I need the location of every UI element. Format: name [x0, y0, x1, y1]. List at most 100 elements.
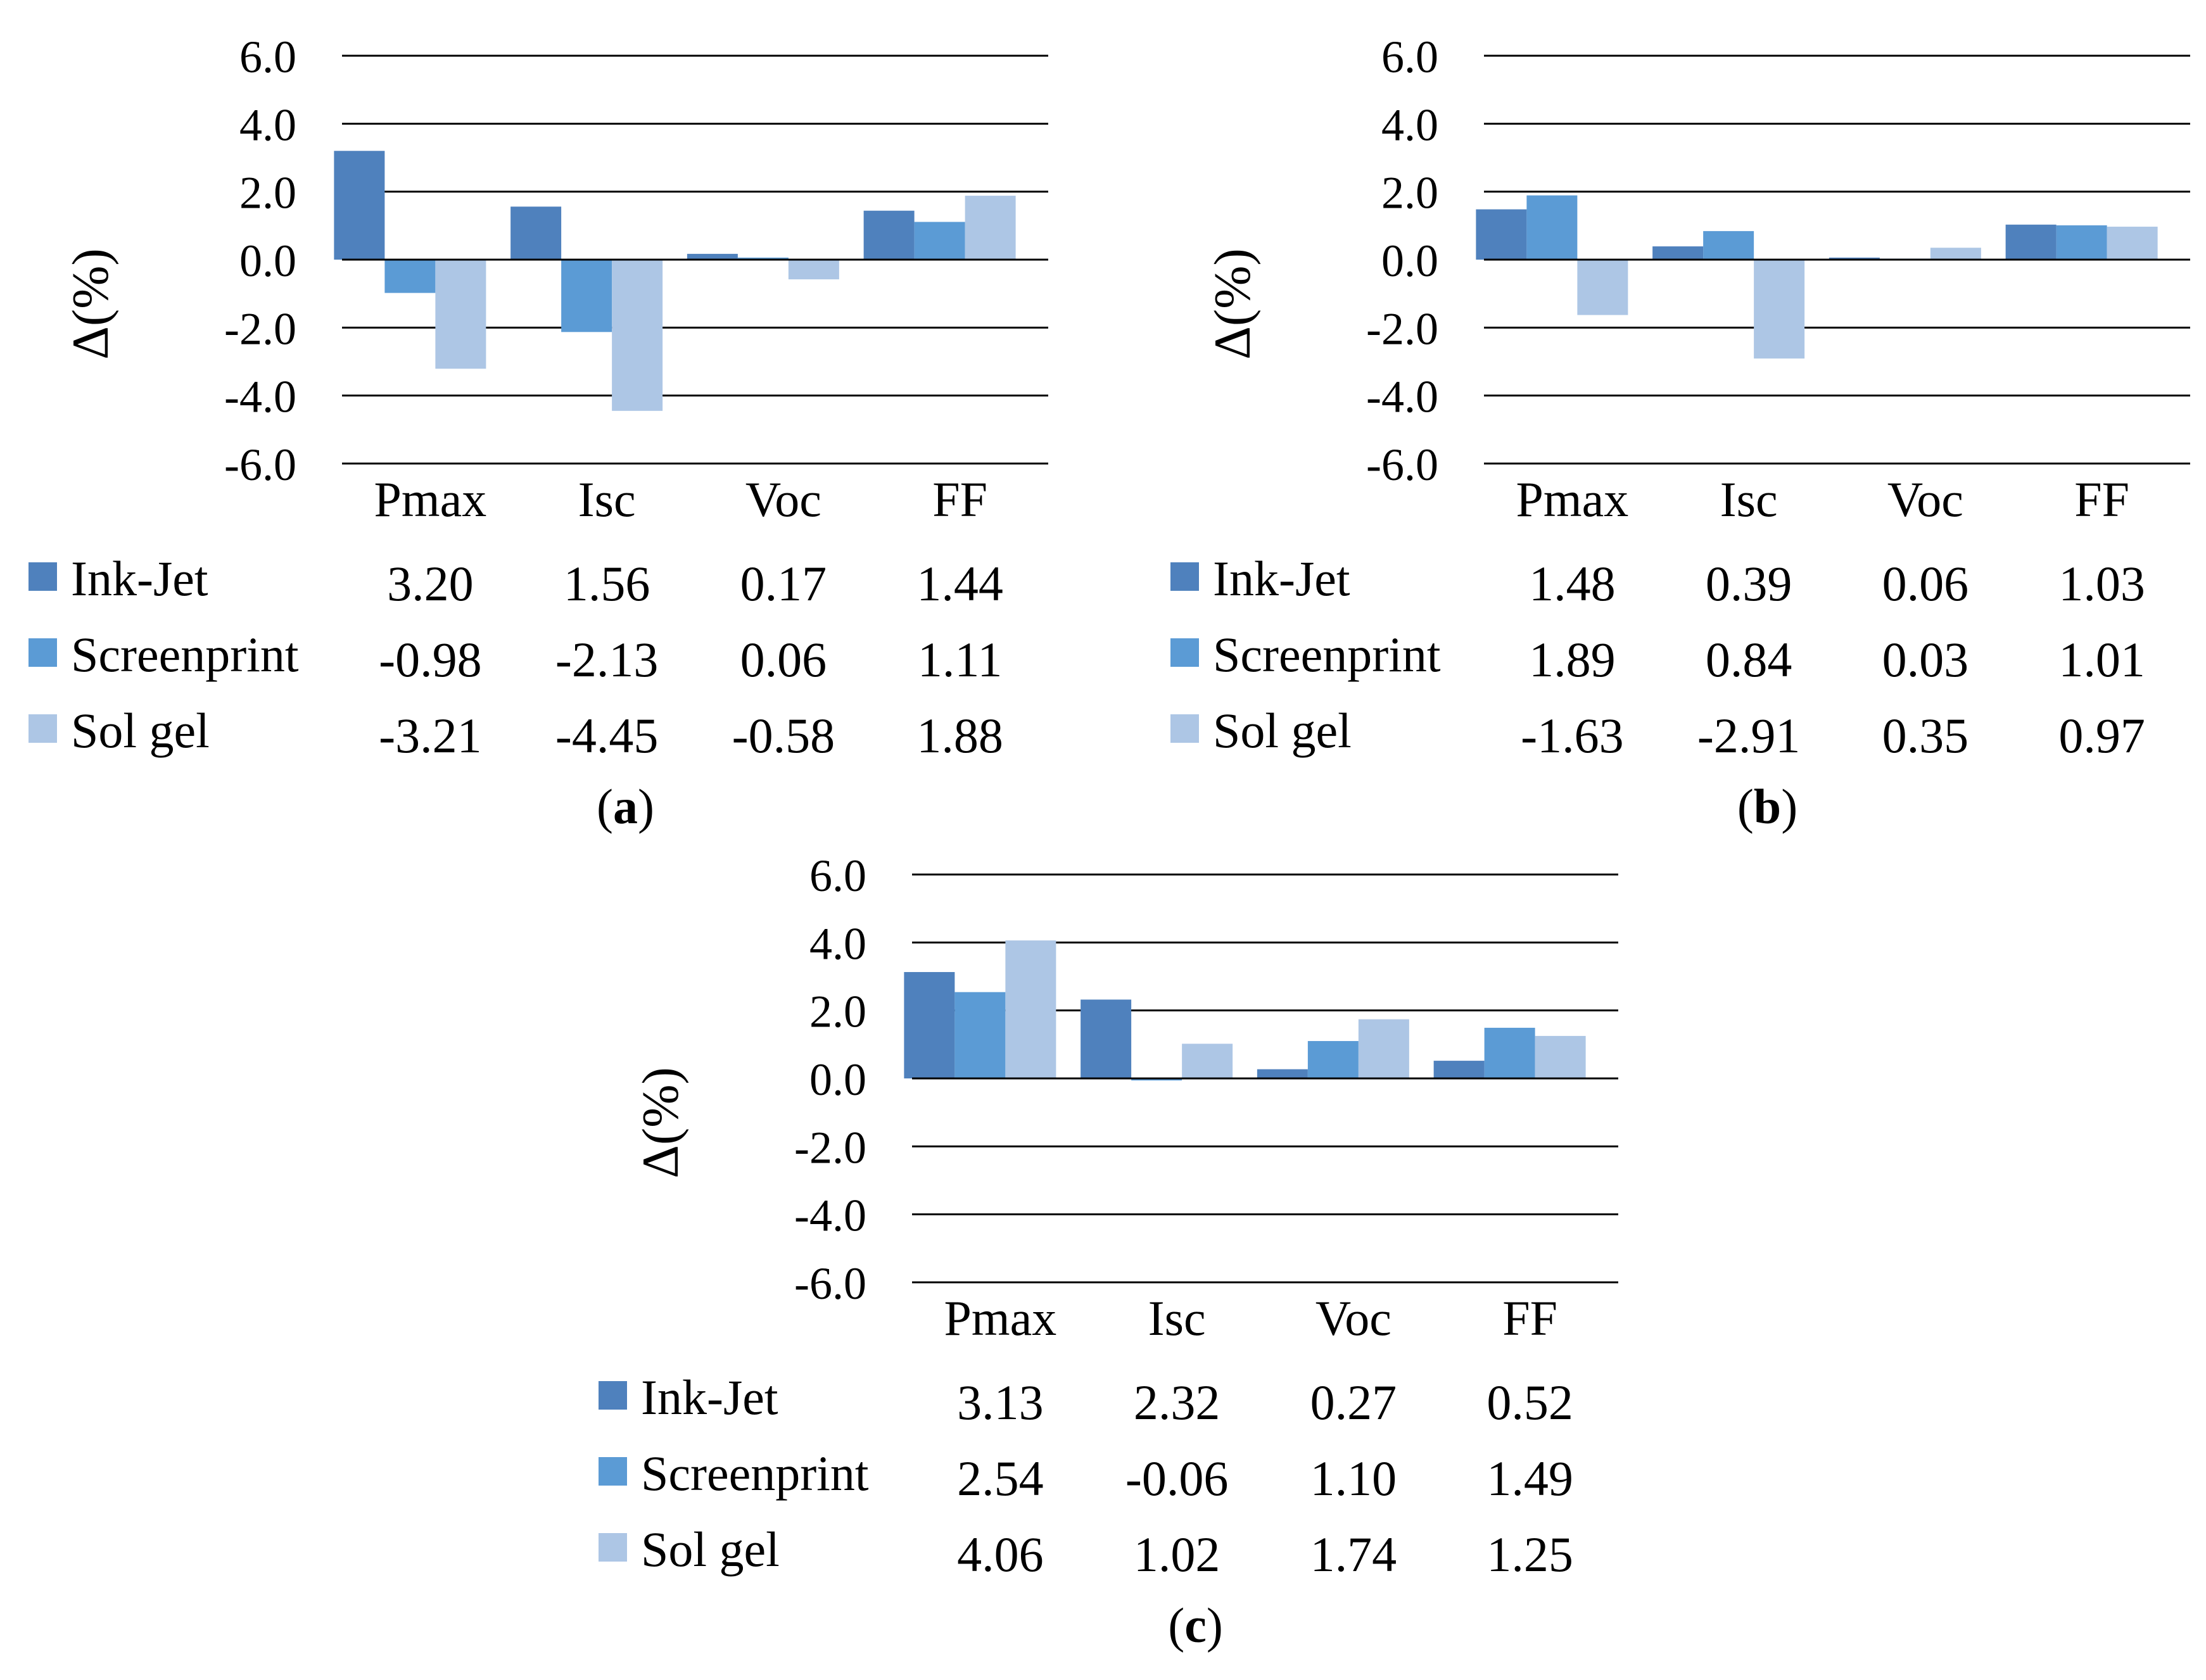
- bar-sol-gel-pmax: [1577, 260, 1628, 315]
- category-label: FF: [1502, 1291, 1557, 1346]
- bar-sol-gel-pmax: [1005, 940, 1056, 1078]
- y-tick-label: -6.0: [794, 1258, 866, 1309]
- data-value: 0.52: [1487, 1375, 1573, 1430]
- category-label: Pmax: [1516, 472, 1629, 527]
- panel-caption: (b): [1737, 779, 1797, 834]
- data-value: 1.56: [564, 556, 650, 611]
- bar-ink-jet-ff: [863, 210, 915, 260]
- bar-sol-gel-voc: [788, 260, 839, 280]
- y-tick-label: -4.0: [794, 1191, 866, 1241]
- data-value: 1.01: [2058, 632, 2145, 687]
- bar-sol-gel-ff: [1535, 1035, 1586, 1078]
- data-value: 0.06: [740, 632, 827, 687]
- bar-sol-gel-ff: [965, 196, 1016, 260]
- data-value: 1.44: [916, 556, 1003, 611]
- bar-ink-jet-pmax: [334, 151, 385, 260]
- y-tick-label: 6.0: [239, 32, 296, 82]
- chart-panel-c: 6.0 4.0 2.0 0.0 -2.0 -4.0 -6.0 Δ(%) Pmax Isc Voc FF…: [599, 850, 1618, 1653]
- data-value: 0.27: [1310, 1375, 1397, 1430]
- legend-label: Ink-Jet: [641, 1370, 778, 1425]
- data-value: 1.48: [1529, 556, 1616, 611]
- bar-screenprint-pmax: [1526, 195, 1578, 260]
- y-tick-label: -6.0: [224, 439, 296, 490]
- category-label: Isc: [1720, 472, 1778, 527]
- data-value: 4.06: [957, 1527, 1044, 1582]
- legend-key: [29, 638, 57, 667]
- legend-label: Screenprint: [1213, 627, 1441, 682]
- data-value: 0.17: [740, 556, 827, 611]
- legend-key: [1170, 714, 1199, 743]
- category-label: Voc: [1887, 472, 1963, 527]
- y-tick-label: 4.0: [1381, 99, 1438, 150]
- bar-screenprint-pmax: [384, 260, 436, 293]
- category-label: FF: [2074, 472, 2129, 527]
- data-value: -0.98: [379, 632, 481, 687]
- bar-sol-gel-isc: [1182, 1044, 1233, 1078]
- bar-ink-jet-voc: [1829, 257, 1880, 260]
- legend-label: Sol gel: [641, 1522, 780, 1577]
- category-label: Voc: [745, 472, 821, 527]
- data-value: -4.45: [555, 708, 658, 763]
- chart-panel-b: 6.0 4.0 2.0 0.0 -2.0 -4.0 -6.0 Δ(%) Pmax Isc Voc FF…: [1170, 32, 2190, 834]
- bar-screenprint-ff: [2056, 225, 2107, 260]
- bar-screenprint-pmax: [954, 992, 1006, 1078]
- y-tick-label: 4.0: [809, 918, 866, 969]
- bar-ink-jet-voc: [687, 253, 738, 260]
- category-label: Voc: [1315, 1291, 1391, 1346]
- legend-key: [29, 714, 57, 743]
- y-tick-label: 0.0: [239, 236, 296, 286]
- data-value: 1.49: [1487, 1451, 1573, 1506]
- data-value: 3.13: [957, 1375, 1044, 1430]
- data-value: 0.35: [1882, 708, 1969, 763]
- category-label: Isc: [578, 472, 636, 527]
- bar-screenprint-isc: [561, 260, 612, 332]
- bar-ink-jet-isc: [1652, 246, 1704, 260]
- bar-screenprint-isc: [1131, 1078, 1182, 1081]
- bar-sol-gel-isc: [1754, 260, 1805, 359]
- y-axis-label: Δ(%): [1203, 248, 1261, 360]
- data-value: 1.11: [918, 632, 1003, 687]
- y-tick-label: -4.0: [224, 372, 296, 422]
- data-value: 2.32: [1134, 1375, 1220, 1430]
- y-axis-label: Δ(%): [61, 248, 119, 360]
- y-tick-label: 6.0: [809, 850, 866, 901]
- legend-key: [599, 1381, 627, 1410]
- y-tick-label: 6.0: [1381, 32, 1438, 82]
- data-value: 0.97: [2058, 708, 2145, 763]
- y-tick-label: -2.0: [794, 1122, 866, 1173]
- data-value: -0.58: [732, 708, 835, 763]
- data-value: 1.25: [1487, 1527, 1573, 1582]
- bar-screenprint-voc: [737, 257, 789, 260]
- data-value: -3.21: [379, 708, 481, 763]
- data-value: 1.10: [1310, 1451, 1397, 1506]
- legend-label: Ink-Jet: [71, 551, 208, 606]
- data-value: 0.03: [1882, 632, 1969, 687]
- data-value: 0.39: [1706, 556, 1792, 611]
- data-value: 0.84: [1706, 632, 1792, 687]
- bar-ink-jet-pmax: [904, 972, 955, 1078]
- y-tick-label: 0.0: [809, 1054, 866, 1105]
- bar-screenprint-ff: [914, 222, 965, 260]
- y-tick-label: -4.0: [1366, 372, 1438, 422]
- data-value: 1.74: [1310, 1527, 1397, 1582]
- bar-sol-gel-isc: [612, 260, 663, 411]
- bar-ink-jet-isc: [1081, 999, 1132, 1078]
- category-label: Pmax: [374, 472, 487, 527]
- data-value: 2.54: [957, 1451, 1044, 1506]
- y-axis-label: Δ(%): [631, 1067, 689, 1178]
- legend-key: [1170, 562, 1199, 591]
- data-value: -2.91: [1697, 708, 1800, 763]
- y-tick-label: -2.0: [1366, 303, 1438, 354]
- data-value: 1.02: [1134, 1527, 1220, 1582]
- legend-label: Sol gel: [1213, 703, 1352, 758]
- bar-ink-jet-voc: [1257, 1069, 1308, 1078]
- legend-key: [599, 1533, 627, 1562]
- y-tick-label: 2.0: [809, 987, 866, 1037]
- data-value: 1.03: [2058, 556, 2145, 611]
- data-value: 3.20: [387, 556, 474, 611]
- bar-sol-gel-pmax: [435, 260, 486, 369]
- y-tick-label: 4.0: [239, 99, 296, 150]
- chart-panel-a: 6.0 4.0 2.0 0.0 -2.0 -4.0 -6.0 Δ(%) Pmax Isc Voc FF…: [29, 32, 1048, 834]
- panel-caption: (c): [1168, 1598, 1223, 1653]
